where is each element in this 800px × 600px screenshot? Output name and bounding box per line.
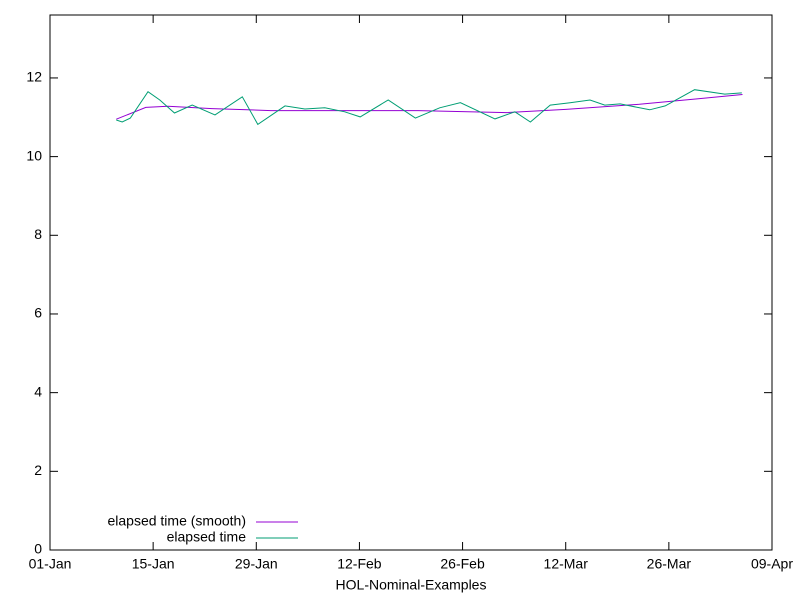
x-axis-label: HOL-Nominal-Examples — [336, 577, 487, 593]
legend-label: elapsed time (smooth) — [107, 513, 246, 529]
y-tick-label: 4 — [34, 383, 42, 399]
x-tick-label: 01-Jan — [29, 556, 72, 572]
legend-label: elapsed time — [167, 529, 247, 545]
x-tick-label: 09-Apr — [751, 556, 793, 572]
series-line — [116, 94, 743, 120]
plot-border — [49, 14, 773, 551]
series-line — [116, 89, 742, 126]
y-tick-label: 8 — [34, 226, 42, 242]
x-tick-label: 26-Feb — [440, 556, 485, 572]
x-tick-label: 12-Feb — [337, 556, 382, 572]
y-tick-label: 2 — [34, 462, 42, 478]
x-tick-label: 15-Jan — [132, 556, 175, 572]
y-tick-label: 6 — [34, 305, 42, 321]
x-tick-label: 26-Mar — [647, 556, 692, 572]
y-tick-label: 12 — [26, 69, 42, 85]
x-tick-label: 29-Jan — [235, 556, 278, 572]
x-tick-label: 12-Mar — [544, 556, 589, 572]
y-tick-label: 0 — [34, 541, 42, 557]
y-tick-label: 10 — [26, 147, 42, 163]
